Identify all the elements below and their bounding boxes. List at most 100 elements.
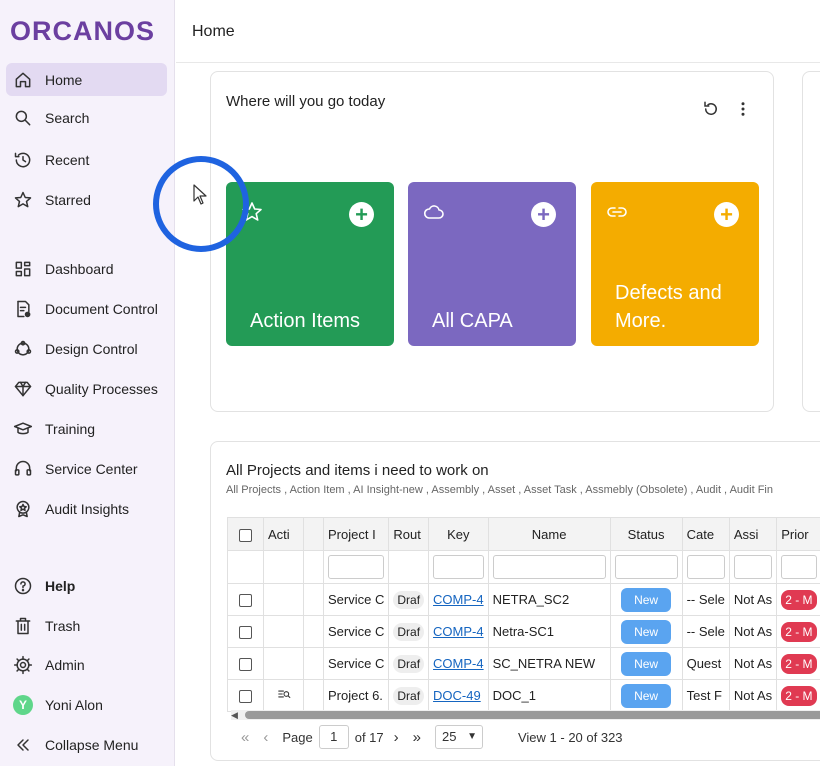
sidebar-item-admin[interactable]: Admin xyxy=(6,648,167,681)
filter-key-input[interactable] xyxy=(433,555,484,579)
status-cell: New xyxy=(609,615,683,648)
key-link[interactable]: DOC-49 xyxy=(433,688,481,703)
sidebar-item-starred[interactable]: Starred xyxy=(6,183,167,216)
prev-page-icon[interactable]: ‹ xyxy=(263,728,269,746)
first-page-icon[interactable]: « xyxy=(241,728,250,746)
sidebar-item-dashboard[interactable]: Dashboard xyxy=(6,252,167,285)
route-badge: Draf xyxy=(393,590,425,609)
route-cell: Draf xyxy=(388,647,430,680)
tile-all-capa[interactable]: + All CAPA xyxy=(408,182,576,346)
row-checkbox-cell[interactable] xyxy=(227,647,264,680)
sidebar-item-label: Dashboard xyxy=(45,260,114,277)
orcanos-logo[interactable]: ORCANOS xyxy=(10,16,156,46)
flag-cell xyxy=(303,647,324,680)
actions-cell[interactable] xyxy=(263,647,304,680)
row-checkbox[interactable] xyxy=(239,594,252,608)
key-cell: COMP-4 xyxy=(428,615,489,648)
row-checkbox-cell[interactable] xyxy=(227,615,264,648)
grid-filter-row xyxy=(227,550,820,584)
view-details-icon[interactable] xyxy=(275,687,293,701)
actions-cell[interactable] xyxy=(263,679,304,712)
sidebar-item-audit-insights[interactable]: Audit Insights xyxy=(6,492,167,525)
mouse-pointer-icon xyxy=(193,184,207,205)
sidebar-item-label: Trash xyxy=(45,617,81,634)
key-link[interactable]: COMP-4 xyxy=(433,624,484,639)
grid-header-row: Acti Project I Rout Key Name Status Cate… xyxy=(227,517,820,551)
last-page-icon[interactable]: » xyxy=(412,728,421,746)
next-page-icon[interactable]: › xyxy=(393,728,399,746)
key-link[interactable]: COMP-4 xyxy=(433,656,484,671)
filter-cell xyxy=(227,550,264,584)
column-header[interactable]: Cate xyxy=(681,517,730,551)
refresh-icon[interactable] xyxy=(702,100,720,118)
column-header[interactable]: Prior xyxy=(776,517,820,551)
filter-priority-input[interactable] xyxy=(781,555,817,579)
row-checkbox[interactable] xyxy=(239,690,252,704)
sidebar-item-quality-processes[interactable]: Quality Processes xyxy=(6,372,167,405)
sidebar-item-document-control[interactable]: Document Control xyxy=(6,292,167,325)
table-row[interactable]: Service C Draf COMP-4 Netra-SC1 New -- S… xyxy=(227,615,820,648)
filter-cell xyxy=(776,550,820,584)
filter-status-input[interactable] xyxy=(614,555,678,579)
projects-card: All Projects and items i need to work on… xyxy=(210,441,820,761)
sidebar-item-collapse-menu[interactable]: Collapse Menu xyxy=(6,728,167,761)
row-checkbox[interactable] xyxy=(239,626,252,640)
page-size-select[interactable]: 25 ▼ xyxy=(434,725,483,749)
more-vertical-icon[interactable] xyxy=(734,100,752,118)
page-number-input[interactable]: 1 xyxy=(318,725,349,749)
name-cell: NETRA_SC2 xyxy=(487,583,611,616)
filter-cell xyxy=(428,550,489,584)
row-checkbox[interactable] xyxy=(239,658,252,672)
route-cell: Draf xyxy=(388,679,430,712)
select-all-checkbox[interactable] xyxy=(239,528,252,542)
filter-name-input[interactable] xyxy=(492,555,606,579)
help-icon xyxy=(12,575,34,597)
sidebar-item-user[interactable]: Y Yoni Alon xyxy=(6,688,167,721)
row-checkbox-cell[interactable] xyxy=(227,679,264,712)
project-cell: Service C xyxy=(322,615,390,648)
add-defect-button[interactable]: + xyxy=(714,202,739,227)
add-action-item-button[interactable]: + xyxy=(349,202,374,227)
select-all-checkbox-cell[interactable] xyxy=(227,517,264,551)
tile-action-items[interactable]: + Action Items xyxy=(226,182,394,346)
sidebar-item-search[interactable]: Search xyxy=(6,101,167,134)
column-header[interactable]: Status xyxy=(609,517,683,551)
tile-defects-and-more[interactable]: + Defects and More. xyxy=(591,182,759,346)
column-header[interactable]: Rout xyxy=(388,517,430,551)
column-header[interactable]: Key xyxy=(428,517,489,551)
search-icon xyxy=(12,107,34,129)
sidebar-item-home[interactable]: Home xyxy=(6,63,167,96)
actions-cell[interactable] xyxy=(263,583,304,616)
sidebar-item-trash[interactable]: Trash xyxy=(6,609,167,642)
table-row[interactable]: Service C Draf COMP-4 NETRA_SC2 New -- S… xyxy=(227,583,820,616)
filter-cell xyxy=(728,550,778,584)
column-header[interactable]: Assi xyxy=(728,517,778,551)
project-cell: Service C xyxy=(322,647,390,680)
scroll-left-icon[interactable]: ◀ xyxy=(231,710,238,720)
table-row[interactable]: Service C Draf COMP-4 SC_NETRA NEW New Q… xyxy=(227,647,820,680)
sidebar-item-recent[interactable]: Recent xyxy=(6,143,167,176)
column-header[interactable]: Acti xyxy=(263,517,304,551)
column-header[interactable]: Project I xyxy=(322,517,390,551)
project-cell: Service C xyxy=(322,583,390,616)
actions-cell[interactable] xyxy=(263,615,304,648)
key-link[interactable]: COMP-4 xyxy=(433,592,484,607)
scrollbar-thumb[interactable] xyxy=(245,711,820,719)
column-header[interactable] xyxy=(303,517,324,551)
row-checkbox-cell[interactable] xyxy=(227,583,264,616)
sidebar-item-design-control[interactable]: Design Control xyxy=(6,332,167,365)
add-capa-button[interactable]: + xyxy=(531,202,556,227)
sidebar-item-service-center[interactable]: Service Center xyxy=(6,452,167,485)
category-cell: -- Sele xyxy=(681,615,730,648)
sidebar-item-help[interactable]: Help xyxy=(6,569,167,602)
column-header[interactable]: Name xyxy=(487,517,611,551)
priority-badge: 2 - M xyxy=(781,621,817,642)
sidebar-item-training[interactable]: Training xyxy=(6,412,167,445)
secondary-card xyxy=(802,71,820,412)
filter-project-input[interactable] xyxy=(328,555,385,579)
filter-category-input[interactable] xyxy=(686,555,725,579)
table-row[interactable]: Project 6. Draf DOC-49 DOC_1 New Test F … xyxy=(227,679,820,712)
assignee-cell: Not As xyxy=(728,647,778,680)
horizontal-scrollbar[interactable]: ◀ xyxy=(231,710,820,720)
filter-assignee-input[interactable] xyxy=(733,555,773,579)
